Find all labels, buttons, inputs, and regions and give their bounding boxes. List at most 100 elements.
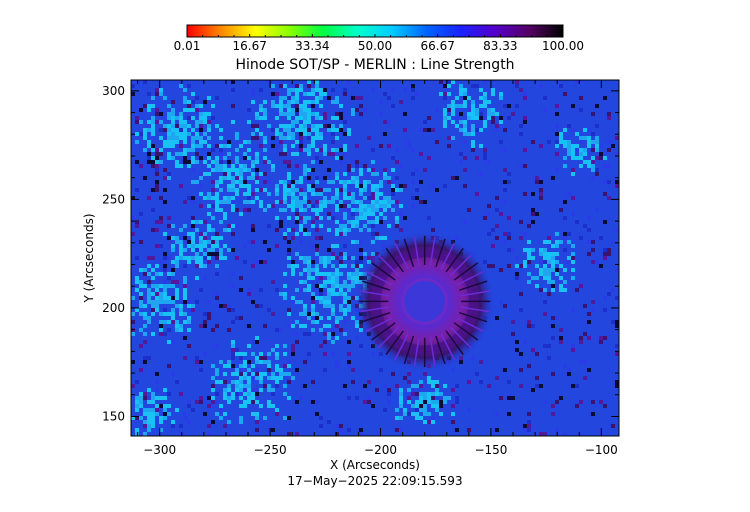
heatmap-cell xyxy=(223,168,227,172)
heatmap-cell xyxy=(175,324,179,328)
heatmap-cell xyxy=(287,396,291,400)
heatmap-cell xyxy=(191,180,195,184)
heatmap-cell xyxy=(179,116,183,120)
heatmap-cell xyxy=(151,132,155,136)
heatmap-cell xyxy=(183,276,187,280)
heatmap-cell xyxy=(251,192,255,196)
heatmap-cell xyxy=(327,336,331,340)
heatmap-cell xyxy=(159,324,163,328)
heatmap-cell xyxy=(215,264,219,268)
heatmap-cell xyxy=(311,100,315,104)
heatmap-cell xyxy=(307,112,311,116)
heatmap-cell xyxy=(355,396,359,400)
heatmap-cell xyxy=(231,164,235,168)
heatmap-cell xyxy=(543,264,547,268)
heatmap-cell xyxy=(255,304,259,308)
heatmap-cell xyxy=(603,164,607,168)
heatmap-cell xyxy=(343,292,347,296)
sunspot-filament xyxy=(385,330,404,355)
heatmap-cell xyxy=(267,404,271,408)
heatmap-cell xyxy=(275,188,279,192)
heatmap-cell xyxy=(315,180,319,184)
heatmap-cell xyxy=(279,200,283,204)
heatmap-cell xyxy=(343,120,347,124)
heatmap-cell xyxy=(307,84,311,88)
heatmap-cell xyxy=(171,312,175,316)
heatmap-cell xyxy=(479,96,483,100)
heatmap-cell xyxy=(295,180,299,184)
heatmap-cell xyxy=(395,176,399,180)
heatmap-cell xyxy=(351,220,355,224)
heatmap-cell xyxy=(527,428,531,432)
heatmap-cell xyxy=(231,176,235,180)
heatmap-cell xyxy=(455,96,459,100)
heatmap-cell xyxy=(483,92,487,96)
heatmap-cell xyxy=(239,388,243,392)
heatmap-cell xyxy=(139,292,143,296)
heatmap-cell xyxy=(227,224,231,228)
heatmap-cell xyxy=(351,180,355,184)
heatmap-cell xyxy=(359,216,363,220)
heatmap-cell xyxy=(171,156,175,160)
heatmap-cell xyxy=(307,120,311,124)
heatmap-cell xyxy=(583,360,587,364)
heatmap-cell xyxy=(411,84,415,88)
heatmap-cell xyxy=(211,384,215,388)
heatmap-cell xyxy=(579,336,583,340)
heatmap-cell xyxy=(255,368,259,372)
heatmap-cell xyxy=(171,100,175,104)
heatmap-cell xyxy=(215,400,219,404)
heatmap-cell xyxy=(235,132,239,136)
heatmap-cell xyxy=(251,188,255,192)
heatmap-cell xyxy=(447,80,451,84)
heatmap-cell xyxy=(147,408,151,412)
heatmap-cell xyxy=(463,128,467,132)
sunspot-filament xyxy=(394,333,409,361)
heatmap-cell xyxy=(255,152,259,156)
heatmap-cell xyxy=(191,304,195,308)
heatmap-cell xyxy=(287,172,291,176)
heatmap-cell xyxy=(151,276,155,280)
heatmap-cell xyxy=(535,276,539,280)
heatmap-cell xyxy=(407,400,411,404)
heatmap-cell xyxy=(563,156,567,160)
heatmap-cell xyxy=(427,376,431,380)
heatmap-cell xyxy=(239,404,243,408)
heatmap-cell xyxy=(171,316,175,320)
heatmap-cell xyxy=(375,172,379,176)
heatmap-cell xyxy=(195,120,199,124)
heatmap-cell xyxy=(351,208,355,212)
heatmap-cell xyxy=(259,380,263,384)
heatmap-cell xyxy=(267,204,271,208)
heatmap-cell xyxy=(267,400,271,404)
heatmap-cell xyxy=(335,156,339,160)
heatmap-cell xyxy=(435,400,439,404)
heatmap-cell xyxy=(283,180,287,184)
heatmap-cell xyxy=(239,372,243,376)
heatmap-cell xyxy=(447,108,451,112)
heatmap-cell xyxy=(467,380,471,384)
heatmap-cell xyxy=(279,292,283,296)
heatmap-cell xyxy=(443,184,447,188)
heatmap-cell xyxy=(443,400,447,404)
heatmap-cell xyxy=(575,144,579,148)
heatmap-cell xyxy=(167,216,171,220)
heatmap-cell xyxy=(255,376,259,380)
heatmap-cell xyxy=(523,248,527,252)
heatmap-cell xyxy=(291,324,295,328)
heatmap-cell xyxy=(179,136,183,140)
heatmap-cell xyxy=(255,196,259,200)
heatmap-cell xyxy=(303,120,307,124)
heatmap-cell xyxy=(311,316,315,320)
heatmap-cell xyxy=(419,180,423,184)
heatmap-cell xyxy=(571,172,575,176)
heatmap-cell xyxy=(231,380,235,384)
heatmap-cell xyxy=(259,372,263,376)
heatmap-cell xyxy=(355,264,359,268)
heatmap-cell xyxy=(603,336,607,340)
heatmap-cell xyxy=(335,280,339,284)
heatmap-cell xyxy=(219,128,223,132)
heatmap-cell xyxy=(187,420,191,424)
heatmap-cell xyxy=(159,196,163,200)
heatmap-cell xyxy=(483,156,487,160)
